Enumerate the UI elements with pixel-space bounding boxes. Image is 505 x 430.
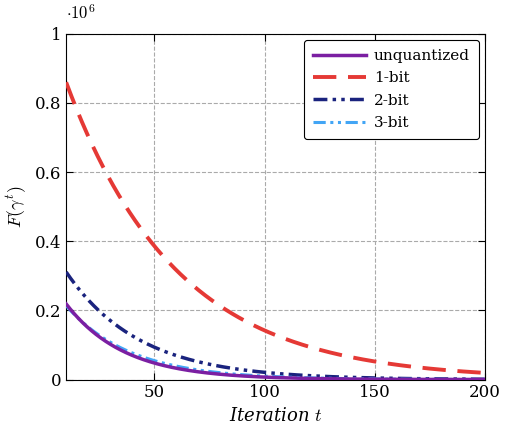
3-bit	[266, 374, 272, 379]
1-bit	[392, 362, 398, 367]
X-axis label: Iteration $t$: Iteration $t$	[228, 407, 322, 425]
2-bit	[392, 376, 398, 381]
3-bit	[84, 324, 90, 329]
1-bit	[255, 325, 261, 330]
Line: 1-bit: 1-bit	[66, 82, 484, 373]
2-bit	[481, 377, 487, 382]
2-bit	[469, 377, 475, 382]
3-bit	[63, 303, 69, 308]
1-bit	[469, 369, 475, 375]
2-bit	[63, 269, 69, 274]
1-bit	[63, 80, 69, 85]
3-bit	[392, 377, 398, 382]
Y-axis label: $F(\gamma^t)$: $F(\gamma^t)$	[5, 185, 29, 228]
unquantized	[266, 375, 272, 380]
1-bit	[481, 370, 487, 375]
1-bit	[266, 330, 272, 335]
2-bit	[266, 370, 272, 375]
unquantized	[481, 377, 487, 382]
unquantized	[392, 377, 398, 382]
3-bit	[481, 377, 487, 382]
3-bit	[255, 373, 261, 378]
2-bit	[255, 369, 261, 375]
Legend: unquantized, 1-bit, 2-bit, 3-bit: unquantized, 1-bit, 2-bit, 3-bit	[303, 40, 478, 139]
3-bit	[469, 377, 475, 382]
Line: unquantized: unquantized	[66, 304, 484, 380]
unquantized	[469, 377, 475, 382]
2-bit	[469, 377, 475, 382]
3-bit	[469, 377, 475, 382]
1-bit	[84, 132, 90, 137]
2-bit	[84, 297, 90, 302]
unquantized	[469, 377, 475, 382]
Line: 3-bit: 3-bit	[66, 306, 484, 379]
unquantized	[84, 325, 90, 330]
Line: 2-bit: 2-bit	[66, 272, 484, 379]
unquantized	[63, 301, 69, 307]
Text: $\cdot 10^6$: $\cdot 10^6$	[66, 5, 95, 23]
1-bit	[469, 369, 475, 375]
unquantized	[255, 374, 261, 379]
